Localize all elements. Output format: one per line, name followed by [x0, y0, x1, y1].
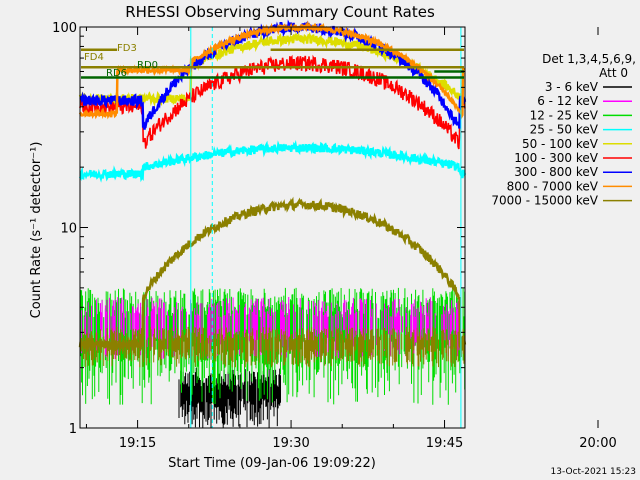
legend-header-line-1: Det 1,3,4,5,6,9, — [542, 52, 636, 66]
legend-label-3: 25 - 50 keV — [530, 123, 599, 137]
x-tick-label-2: 19:45 — [426, 436, 463, 451]
y-tick-label-0: 1 — [69, 422, 77, 437]
y-tick-label-1: 10 — [60, 222, 77, 237]
legend-label-2: 12 - 25 keV — [530, 108, 599, 122]
annotation-FD3: FD3 — [117, 43, 137, 54]
chart-title: RHESSI Observing Summary Count Rates — [125, 3, 435, 21]
x-tick-label-0: 19:15 — [119, 436, 156, 451]
annotation-RD0: RD0 — [137, 60, 158, 71]
footer-date: 13-Oct-2021 15:23 — [551, 467, 636, 477]
legend-label-6: 300 - 800 keV — [514, 165, 598, 179]
legend-label-4: 50 - 100 keV — [522, 137, 599, 151]
x-tick-label-1: 19:30 — [272, 436, 309, 451]
annotation-RD6: RD6 — [106, 68, 127, 79]
y-tick-label-2: 100 — [52, 21, 77, 36]
series-7 — [78, 20, 466, 120]
axes: 19:1519:3019:4520:0020:1520:3020:4511010… — [52, 21, 617, 451]
y-axis-label: Count Rate (s⁻¹ detector⁻¹) — [29, 142, 44, 319]
legend-label-0: 3 - 6 keV — [545, 80, 599, 94]
series-3 — [78, 139, 467, 183]
legend-label-8: 7000 - 15000 keV — [491, 194, 598, 208]
series-line-8 — [78, 196, 467, 353]
x-axis-label: Start Time (09-Jan-06 19:09:22) — [168, 456, 376, 471]
series-line-7 — [78, 20, 466, 120]
legend-label-5: 100 - 300 keV — [514, 151, 598, 165]
x-tick-label-3: 20:00 — [579, 436, 616, 451]
legend-label-7: 800 - 7000 keV — [507, 179, 599, 193]
annotation-FD4: FD4 — [84, 52, 104, 63]
series-line-3 — [78, 139, 467, 183]
series-8 — [78, 196, 467, 353]
legend-header-line-2: Att 0 — [599, 66, 628, 80]
legend-label-1: 6 - 12 keV — [537, 94, 599, 108]
